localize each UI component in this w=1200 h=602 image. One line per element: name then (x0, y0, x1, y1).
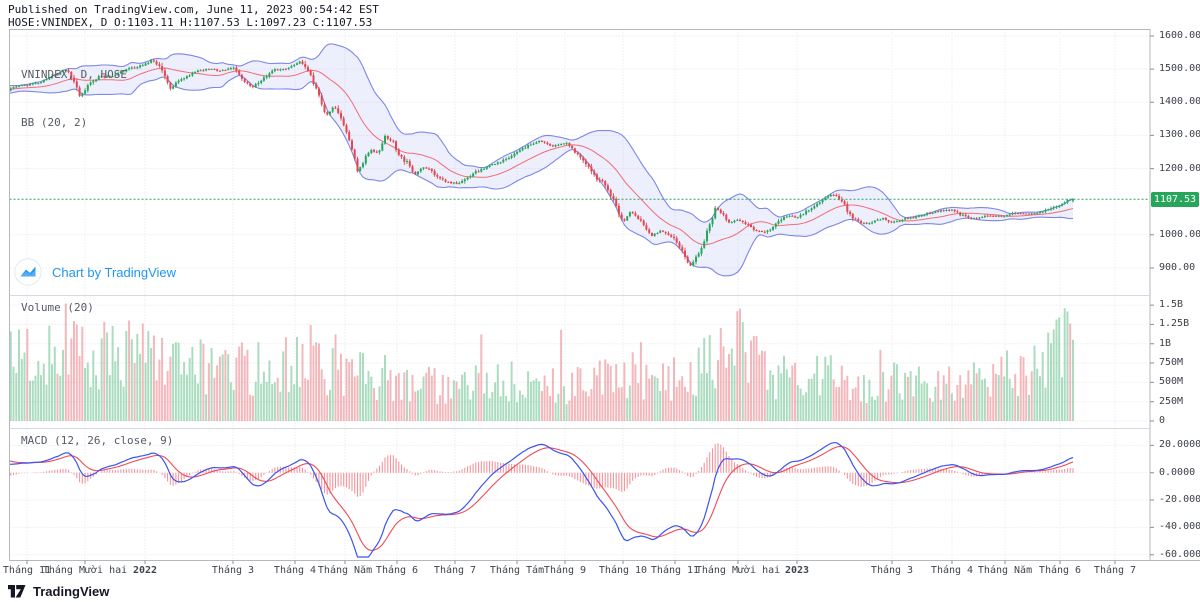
time-tick-label: Tháng 10 (598, 565, 648, 576)
macd-indicator-legend[interactable]: MACD (12, 26, close, 9) (21, 434, 174, 447)
time-tick-label: Tháng Mười hai (42, 565, 128, 576)
time-tick-label: Tháng 4 (930, 565, 974, 576)
time-tick-label: Tháng 3 (870, 565, 914, 576)
time-tick-label: Tháng 6 (1038, 565, 1082, 576)
tradingview-logo-icon (14, 258, 42, 286)
time-tick-label: Tháng Năm (317, 565, 373, 576)
time-tick-label: Tháng 3 (211, 565, 255, 576)
time-tick-label: Tháng 7 (1093, 565, 1137, 576)
time-tick-label: Tháng 11 (650, 565, 700, 576)
tradingview-brand-icon (8, 585, 26, 598)
time-tick-label: 2022 (132, 565, 158, 576)
symbol-legend: VNINDEX, D, HOSE (21, 68, 127, 81)
tradingview-footer-link[interactable]: TradingView (8, 584, 109, 599)
watermark-label: Chart by TradingView (52, 264, 177, 280)
time-tick-label: Tháng 6 (375, 565, 419, 576)
publish-info: Published on TradingView.com, June 11, 2… (8, 3, 379, 16)
footer-brand-label: TradingView (33, 584, 110, 599)
symbol-ohlc-info: HOSE:VNINDEX, D O:1103.11 H:1107.53 L:10… (8, 16, 373, 29)
time-tick-label: Tháng 9 (543, 565, 587, 576)
time-tick-label: 2023 (784, 565, 810, 576)
last-price-badge: 1107.53 (1151, 191, 1199, 207)
time-tick-label: Tháng 11 (2, 565, 52, 576)
time-tick-label: Tháng Năm (977, 565, 1033, 576)
time-tick-label: Tháng 4 (273, 565, 317, 576)
tradingview-watermark-link[interactable]: Chart by TradingView (14, 258, 176, 286)
time-tick-label: Tháng Mười hai (695, 565, 781, 576)
bb-indicator-legend: BB (20, 2) (21, 116, 88, 129)
time-tick-label: Tháng Tám (489, 565, 545, 576)
time-axis[interactable]: Tháng 11 Tháng Mười hai 2022 Tháng 3 Tháng 4… (0, 560, 1200, 580)
time-tick-label: Tháng 7 (433, 565, 477, 576)
main-pane-legend[interactable]: VNINDEX, D, HOSE BB (20, 2) (21, 35, 127, 163)
volume-indicator-legend[interactable]: Volume (20) (21, 301, 94, 314)
